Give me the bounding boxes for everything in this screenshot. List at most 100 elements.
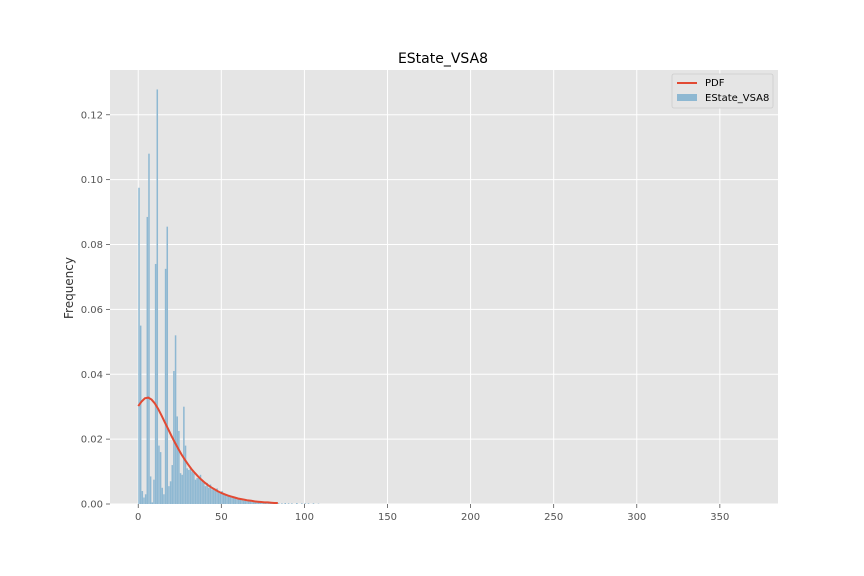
histogram-bar [221,491,223,504]
histogram-bar [161,487,164,504]
histogram-bar [178,431,180,504]
histogram-bar [139,325,142,504]
histogram-bar [151,502,154,504]
histogram-bar [291,503,293,504]
histogram-bar [296,503,298,504]
histogram-bar [218,492,220,504]
x-tick-label: 150 [378,512,397,523]
y-axis-ticks: 0.00 0.02 0.04 0.06 0.08 0.10 0.12 [81,110,110,511]
histogram-bar [234,498,237,504]
histogram-bar [174,335,177,504]
histogram-bar [138,187,140,505]
histogram-bar [141,491,144,504]
legend-box [671,73,774,109]
x-tick-label: 350 [710,512,729,523]
histogram-bar [203,482,205,504]
histogram-bar [251,501,253,504]
x-tick-label: 200 [461,512,480,523]
histogram-bar [196,478,198,504]
histogram-bar [281,503,283,504]
histogram-bars [138,89,320,505]
y-tick-label: 0.06 [81,305,103,316]
histogram-bar [148,153,150,504]
histogram-bar [169,481,172,504]
histogram-bar [261,502,263,504]
histogram-bar [154,263,157,504]
x-tick-label: 250 [544,512,563,523]
histogram-bar [304,503,306,504]
histogram-bar [259,502,262,504]
histogram-bar [312,503,315,504]
pdf-line [137,396,278,505]
histogram-bar [244,500,247,504]
histogram-bar [242,500,245,504]
histogram-bar [307,503,310,504]
histogram-bar [208,487,210,504]
histogram-bar [262,503,265,504]
legend-histogram-label: EState_VSA8 [705,93,769,104]
x-tick-label: 0 [135,512,141,523]
histogram-bar [266,503,268,504]
histogram-bar [277,503,280,504]
histogram-bar [153,479,155,504]
histogram-bar [149,476,152,504]
histogram-bar [173,371,175,504]
histogram-bar [199,474,202,504]
chart-title: EState_VSA8 [398,51,488,67]
histogram-bar [254,502,257,504]
histogram-bar [226,495,228,504]
histogram-bar [229,496,232,504]
histogram-bar [216,488,218,504]
histogram-bar [158,445,160,504]
histogram-bar [301,503,303,504]
histogram-bar [176,416,178,504]
histogram-bar [247,501,250,504]
y-tick-label: 0.00 [81,500,103,511]
histogram-bar [227,494,230,504]
histogram-bar [159,452,162,504]
histogram-bar [209,484,212,504]
histogram-bar [184,445,187,504]
x-axis-ticks: 0 50 100 150 200 250 300 350 [135,504,729,523]
y-tick-label: 0.08 [81,240,103,251]
histogram-bar [166,226,169,505]
histogram-bar [156,89,159,504]
histogram-bar [181,474,183,504]
histogram-bar [252,502,255,504]
histogram-bar [164,268,167,504]
histogram-bar [249,501,252,504]
histogram-bar [284,503,286,504]
x-tick-label: 50 [215,512,228,523]
histogram-bar [211,489,213,504]
histogram-bar [206,482,208,504]
histogram-bar [189,468,192,504]
histogram-bar [168,486,170,504]
histogram-bar [146,216,149,504]
histogram-bar [194,479,197,504]
histogram-bar [219,493,222,504]
x-tick-label: 300 [627,512,646,523]
histogram-bar [222,494,225,504]
histogram-bar [237,499,240,504]
histogram-bar [287,503,290,504]
histogram-bar [236,499,238,504]
histogram-bar [231,497,233,504]
histogram-bar [224,494,227,504]
histogram-bar [241,500,243,504]
histogram-bar [198,476,200,504]
histogram-bar [179,473,182,504]
y-tick-label: 0.10 [81,175,103,186]
legend-histogram-swatch [677,94,697,101]
histogram-bar [201,481,203,504]
histogram-bar [191,471,193,504]
histogram-bar [256,502,258,504]
histogram-bar [204,486,207,504]
histogram-bar [213,489,215,504]
y-tick-label: 0.02 [81,435,103,446]
histogram-bar [232,496,235,504]
histogram-bar [171,465,173,504]
histogram-bar [257,502,260,504]
histogram-bar [143,497,145,504]
histogram-bar [144,494,147,504]
